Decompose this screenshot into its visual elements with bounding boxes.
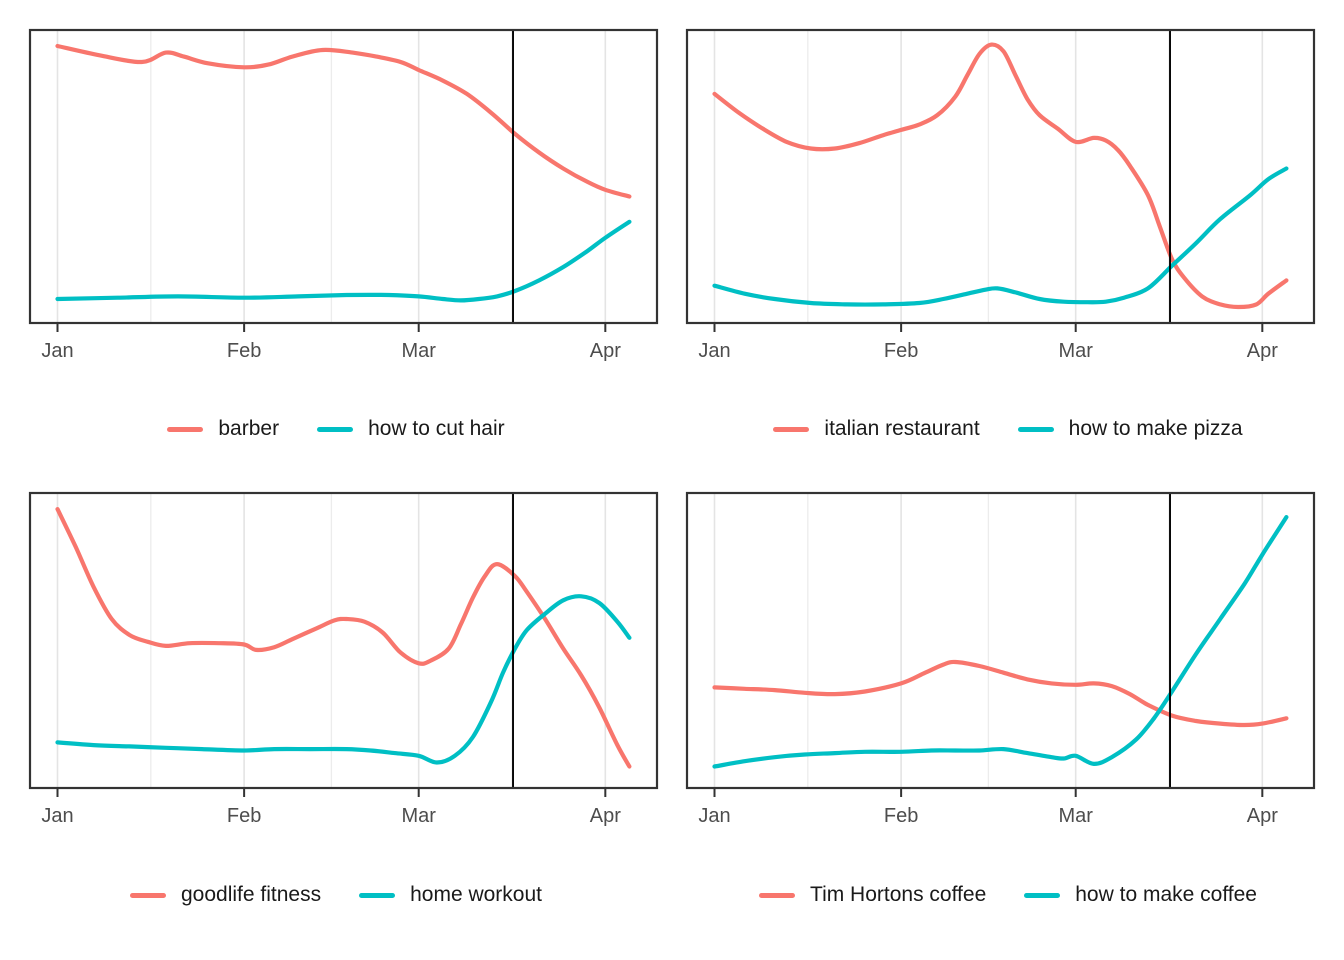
legend-tim-hortons-coffee: Tim Hortons coffee how to make coffee xyxy=(672,882,1344,908)
legend-key-line-red xyxy=(130,892,166,898)
legend-goodlife-fitness: goodlife fitness home workout xyxy=(0,882,672,908)
x-tick-label: Jan xyxy=(698,805,730,827)
chart-barber: Jan Feb Mar Apr barber how to cut hair xyxy=(0,0,672,480)
x-tick-label: Mar xyxy=(1058,805,1093,827)
legend-label: barber xyxy=(218,417,280,440)
tim-hortons-coffee-plot: Jan Feb Mar Apr xyxy=(685,491,1316,827)
goodlife-fitness-plot: Jan Feb Mar Apr xyxy=(28,491,659,827)
legend-key-line-red xyxy=(167,426,204,432)
x-tick-label: Apr xyxy=(590,805,621,827)
legend-italian-restaurant: italian restaurant how to make pizza xyxy=(672,416,1344,442)
legend-key-line-red xyxy=(773,426,810,432)
x-tick-label: Jan xyxy=(698,340,730,362)
legend-label: how to make pizza xyxy=(1068,417,1243,440)
chart-italian-restaurant: Jan Feb Mar Apr italian restaurant how to m… xyxy=(672,0,1344,480)
x-tick-label: Jan xyxy=(41,340,73,362)
legend-item: barber xyxy=(167,416,279,442)
chart-tim-hortons-coffee: Jan Feb Mar Apr Tim Hortons coffee how to m… xyxy=(672,480,1344,960)
legend-item: how to make coffee xyxy=(1024,882,1257,908)
x-tick-label: Feb xyxy=(227,805,261,827)
legend-item: home workout xyxy=(359,882,542,908)
panel-border xyxy=(28,491,659,790)
x-tick-label: Jan xyxy=(41,805,73,827)
legend-key-line-teal xyxy=(1024,892,1061,898)
x-tick-label: Feb xyxy=(227,340,261,362)
legend-label: how to cut hair xyxy=(368,417,505,440)
italian-restaurant-plot: Jan Feb Mar Apr xyxy=(685,28,1316,362)
x-tick-label: Apr xyxy=(1247,805,1278,827)
legend-key-line-teal xyxy=(359,892,396,898)
series-line-red xyxy=(55,507,632,769)
legend-item: how to cut hair xyxy=(317,416,505,442)
legend-label: how to make coffee xyxy=(1075,883,1257,906)
series-line-red xyxy=(712,42,1289,310)
legend-label: goodlife fitness xyxy=(181,883,322,906)
series-line-teal xyxy=(55,219,632,303)
legend-label: home workout xyxy=(410,883,542,906)
x-tick-label: Feb xyxy=(884,340,918,362)
x-tick-label: Apr xyxy=(590,340,621,362)
series-line-teal xyxy=(712,166,1289,307)
legend-item: goodlife fitness xyxy=(130,882,321,908)
x-tick-label: Mar xyxy=(401,340,436,362)
series-line-red xyxy=(712,659,1289,728)
legend-key-line-teal xyxy=(317,426,354,432)
series-line-red xyxy=(55,43,632,199)
panel-border xyxy=(685,491,1316,790)
x-tick-label: Mar xyxy=(1058,340,1093,362)
x-tick-label: Apr xyxy=(1247,340,1278,362)
legend-item: italian restaurant xyxy=(773,416,980,442)
legend-label: Tim Hortons coffee xyxy=(810,883,987,906)
series-line-teal xyxy=(712,515,1289,769)
x-tick-label: Feb xyxy=(884,805,918,827)
legend-item: Tim Hortons coffee xyxy=(759,882,986,908)
panel-border xyxy=(28,28,659,325)
legend-label: italian restaurant xyxy=(824,417,980,440)
panel-border xyxy=(685,28,1316,325)
legend-barber: barber how to cut hair xyxy=(0,416,672,442)
barber-plot: Jan Feb Mar Apr xyxy=(28,28,659,362)
series-line-teal xyxy=(55,594,632,765)
legend-key-line-teal xyxy=(1017,426,1054,432)
chart-goodlife-fitness: Jan Feb Mar Apr goodlife fitness home worko… xyxy=(0,480,672,960)
legend-item: how to make pizza xyxy=(1017,416,1243,442)
legend-key-line-red xyxy=(759,892,796,898)
x-tick-label: Mar xyxy=(401,805,436,827)
